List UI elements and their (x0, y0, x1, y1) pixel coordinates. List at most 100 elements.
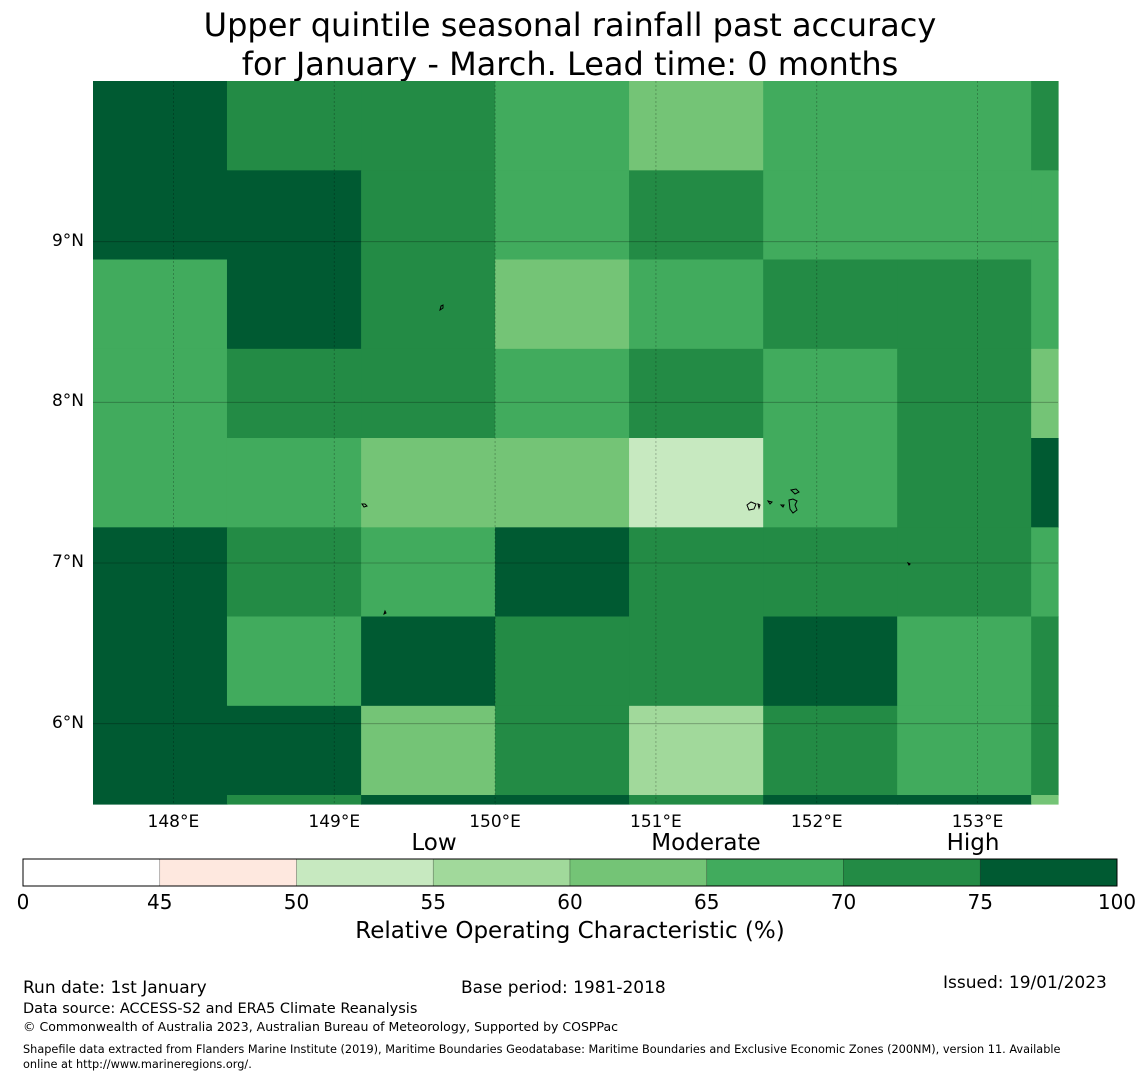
grid-cell (93, 81, 228, 171)
colorbar-segment (432, 858, 571, 887)
island-outline (789, 488, 800, 495)
grid-cell (226, 438, 362, 528)
lat-label-9n: 9°N (51, 230, 84, 251)
grid-cell (629, 527, 764, 618)
grid-cell (763, 705, 898, 796)
lon-label-152e: 152°E (790, 812, 843, 832)
grid-cell (1031, 81, 1059, 171)
island-outline (361, 503, 368, 508)
island-outline (746, 501, 757, 511)
grid-cell (361, 348, 496, 439)
grid-cell (361, 795, 496, 805)
grid-cell (93, 705, 228, 796)
grid-cell (93, 795, 228, 805)
island-outline (906, 561, 911, 566)
colorbar-tick-60: 60 (557, 890, 583, 914)
grid-cell (361, 527, 496, 618)
island-outline (788, 498, 798, 514)
grid-cell (93, 170, 228, 261)
colorbar-tick-45: 45 (147, 890, 173, 914)
lat-label-8n: 8°N (51, 391, 84, 412)
grid-cell (897, 438, 1032, 528)
grid-cell (1031, 527, 1059, 618)
colorbar-tick-75: 75 (967, 890, 993, 914)
grid-cell (93, 438, 228, 528)
lat-label-7n: 7°N (51, 552, 84, 572)
grid-cell (763, 616, 898, 707)
colorbar (22, 858, 1118, 887)
grid-cell (93, 348, 228, 439)
grid-cell (226, 81, 362, 171)
grid-cell (763, 259, 898, 350)
colorbar-tick-50: 50 (283, 890, 310, 914)
data-source: Data source: ACCESS-S2 and ERA5 Climate … (23, 1001, 418, 1017)
island-outline (757, 503, 761, 510)
grid-cell (763, 170, 898, 261)
grid-cell (361, 616, 496, 707)
colorbar-tick-65: 65 (694, 890, 720, 914)
grid-cell (361, 438, 496, 528)
grid-cell (629, 170, 764, 261)
grid-cell (629, 348, 764, 439)
grid-cell (897, 616, 1032, 707)
lon-label-148e: 148°E (147, 812, 200, 832)
grid-cell (897, 348, 1032, 439)
colorbar-segment (569, 858, 708, 887)
grid-cell (226, 259, 362, 350)
grid-cell (495, 259, 630, 350)
grid-cell (629, 705, 764, 796)
shapefile-credit-line-1: Shapefile data extracted from Flanders M… (23, 1043, 1061, 1056)
lon-label-149e: 149°E (308, 812, 361, 832)
grid-cell (629, 616, 764, 707)
grid-cell (1031, 795, 1059, 805)
lon-label-151e: 151°E (630, 812, 682, 832)
grid-cell (361, 81, 496, 171)
colorbar-tick-0: 0 (16, 890, 30, 914)
colorbar-segment (843, 858, 981, 887)
grid-cell (629, 81, 764, 171)
grid-cell (897, 81, 1032, 171)
colorbar-border (22, 858, 1118, 887)
grid-cell (763, 795, 898, 805)
colorbar-segment (706, 858, 844, 887)
grid-cell (495, 616, 630, 707)
grid-cell (226, 616, 362, 707)
grid-cell (495, 795, 630, 805)
grid-cell (1031, 259, 1059, 350)
grid-cell (763, 438, 898, 528)
grid-cell (897, 795, 1032, 805)
island-outline (779, 504, 785, 508)
grid-cell (897, 259, 1032, 350)
colorbar-segment (22, 858, 161, 887)
grid-cell (763, 348, 898, 439)
grid-cell (897, 527, 1032, 618)
grid-cell (1031, 170, 1059, 261)
grid-cell (763, 527, 898, 618)
grid-cell (93, 527, 228, 618)
chart-title-line-1: Upper quintile seasonal rainfall past ac… (203, 6, 937, 44)
colorbar-tick-70: 70 (830, 890, 857, 914)
colorbar-segment (979, 858, 1118, 887)
grid-cell (763, 81, 898, 171)
grid-cell (226, 705, 362, 796)
grid-cell (1031, 616, 1059, 707)
grid-cell (495, 170, 630, 261)
grid-cell (226, 348, 362, 439)
lat-label-6n: 6°N (51, 712, 84, 733)
lon-label-150e: 150°E (469, 812, 521, 832)
category-low: Low (411, 830, 457, 856)
colorbar-label: Relative Operating Characteristic (%) (355, 918, 785, 944)
colorbar-tick-100: 100 (1097, 890, 1137, 914)
colorbar-segment (296, 858, 434, 887)
grid-cell (629, 438, 764, 528)
grid-cell (361, 259, 496, 350)
grid-cell (495, 348, 630, 439)
grid-cell (1031, 705, 1059, 796)
lon-label-153e: 153°E (951, 812, 1004, 832)
base-period: Base period: 1981-2018 (461, 978, 666, 998)
roc-grid (93, 81, 1059, 805)
grid-cell (629, 795, 764, 805)
grid-cell (629, 259, 764, 350)
grid-cell (495, 438, 630, 528)
